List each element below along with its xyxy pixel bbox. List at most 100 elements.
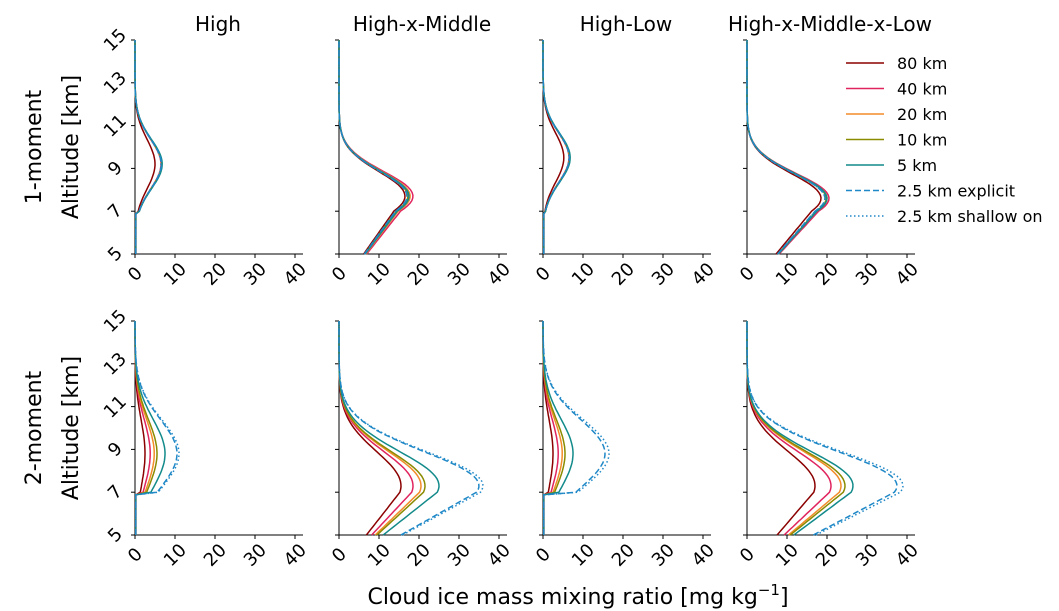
panel: 0 10 20 30 40 (532, 39, 719, 290)
x-tick-label: 40 (484, 259, 515, 290)
x-tick-label: 30 (444, 540, 475, 571)
legend-label: 80 km (897, 54, 947, 73)
x-tick-label: 0 (124, 544, 147, 567)
panel: 0 10 20 30 40 (532, 320, 719, 571)
x-tick-label: 30 (852, 540, 883, 571)
legend-label: 40 km (897, 80, 947, 99)
series-line (746, 321, 846, 536)
x-tick-label: 0 (328, 544, 351, 567)
series-line (134, 40, 163, 254)
series-line (542, 40, 571, 254)
x-tick-label: 0 (328, 263, 351, 286)
series-line (746, 40, 826, 255)
x-tick-label: 30 (240, 259, 271, 290)
legend-label: 2.5 km explicit (897, 182, 1015, 201)
x-tick-label: 40 (688, 540, 719, 571)
x-tick-label: 20 (608, 259, 639, 290)
y-tick-label: 9 (104, 438, 127, 461)
series-line (746, 40, 826, 255)
x-tick-label: 10 (364, 259, 395, 290)
y-tick-label: 11 (100, 110, 131, 141)
series-line (338, 321, 480, 536)
series-line (542, 321, 610, 535)
x-tick-label: 10 (772, 540, 803, 571)
y-tick-label: 7 (104, 200, 127, 223)
x-tick-label: 10 (772, 259, 803, 290)
series-line (746, 40, 828, 255)
series-line (542, 40, 570, 254)
series-line (746, 321, 832, 536)
x-tick-label: 20 (404, 259, 435, 290)
x-tick-label: 30 (852, 259, 883, 290)
series-line (746, 40, 827, 255)
x-tick-label: 10 (364, 540, 395, 571)
y-axis-label: Altitude [km] (59, 75, 84, 219)
panel: 0 10 20 30 40 (328, 320, 515, 571)
series-line (134, 40, 163, 254)
y-tick-label: 15 (100, 306, 131, 337)
column-title: High-Low (580, 12, 673, 36)
series-line (746, 321, 854, 536)
row-label: 1-moment (22, 89, 47, 204)
series-line (338, 321, 414, 536)
series-line (134, 321, 166, 535)
x-tick-label: 40 (892, 259, 923, 290)
series-line (746, 40, 822, 255)
panels: 5 7 9 11 13 15 0 10 20 30 40 0 10 20 30 40 0 10 20 30 40 0 10 2… (100, 25, 923, 571)
panel: 5 7 9 11 13 15 0 10 20 30 40 (100, 25, 311, 290)
row-label: 2-moment (22, 370, 47, 485)
x-tick-label: 20 (200, 259, 231, 290)
series-line (542, 321, 606, 535)
series-line (542, 40, 565, 254)
x-tick-label: 30 (648, 259, 679, 290)
series-line (134, 321, 178, 535)
x-tick-label: 20 (812, 540, 843, 571)
series-line (746, 321, 816, 536)
panel: 0 10 20 30 40 (736, 39, 923, 290)
panel: 0 10 20 30 40 (736, 320, 923, 571)
x-axis-label: Cloud ice mass mixing ratio [mg kg−1] (367, 581, 788, 610)
x-tick-label: 0 (532, 263, 555, 286)
y-tick-label: 11 (100, 391, 131, 422)
series-line (134, 40, 163, 254)
series-line (746, 40, 828, 255)
column-titles: High High-x-Middle High-Low High-x-Middle-x… (195, 12, 932, 36)
x-tick-label: 40 (484, 540, 515, 571)
series-line (542, 40, 570, 254)
row-labels: 1-moment Altitude [km] 2-moment Altitude [k… (22, 75, 84, 500)
x-tick-label: 10 (568, 540, 599, 571)
x-tick-label: 0 (532, 544, 555, 567)
series-line (338, 40, 414, 255)
y-tick-label: 7 (104, 481, 127, 504)
legend-label: 5 km (897, 156, 937, 175)
series-line (746, 321, 842, 536)
y-tick-label: 15 (100, 25, 131, 56)
x-tick-label: 40 (280, 540, 311, 571)
panel: 0 10 20 30 40 (328, 39, 515, 290)
series-line (134, 40, 163, 254)
x-tick-label: 0 (736, 263, 759, 286)
y-tick-label: 9 (104, 157, 127, 180)
x-tick-label: 30 (240, 540, 271, 571)
legend: 80 km 40 km 20 km 10 km 5 km 2.5 km explicit 2… (846, 54, 1043, 226)
x-tick-label: 10 (160, 540, 191, 571)
column-title: High-x-Middle (353, 12, 491, 36)
x-tick-label: 40 (892, 540, 923, 571)
y-axis-label: Altitude [km] (59, 356, 84, 500)
series-line (542, 40, 571, 254)
series-line (746, 40, 830, 255)
series-line (134, 40, 156, 254)
legend-label: 2.5 km shallow on (897, 207, 1043, 226)
series-line (338, 321, 422, 536)
y-tick-label: 5 (104, 243, 127, 266)
x-tick-label: 40 (688, 259, 719, 290)
x-tick-label: 20 (200, 540, 231, 571)
x-tick-label: 10 (160, 259, 191, 290)
panel: 5 7 9 11 13 15 0 10 20 30 40 (100, 306, 311, 571)
series-line (338, 40, 410, 255)
x-tick-label: 40 (280, 259, 311, 290)
legend-label: 10 km (897, 131, 947, 150)
column-title: High-x-Middle-x-Low (728, 12, 932, 36)
series-line (338, 321, 426, 536)
